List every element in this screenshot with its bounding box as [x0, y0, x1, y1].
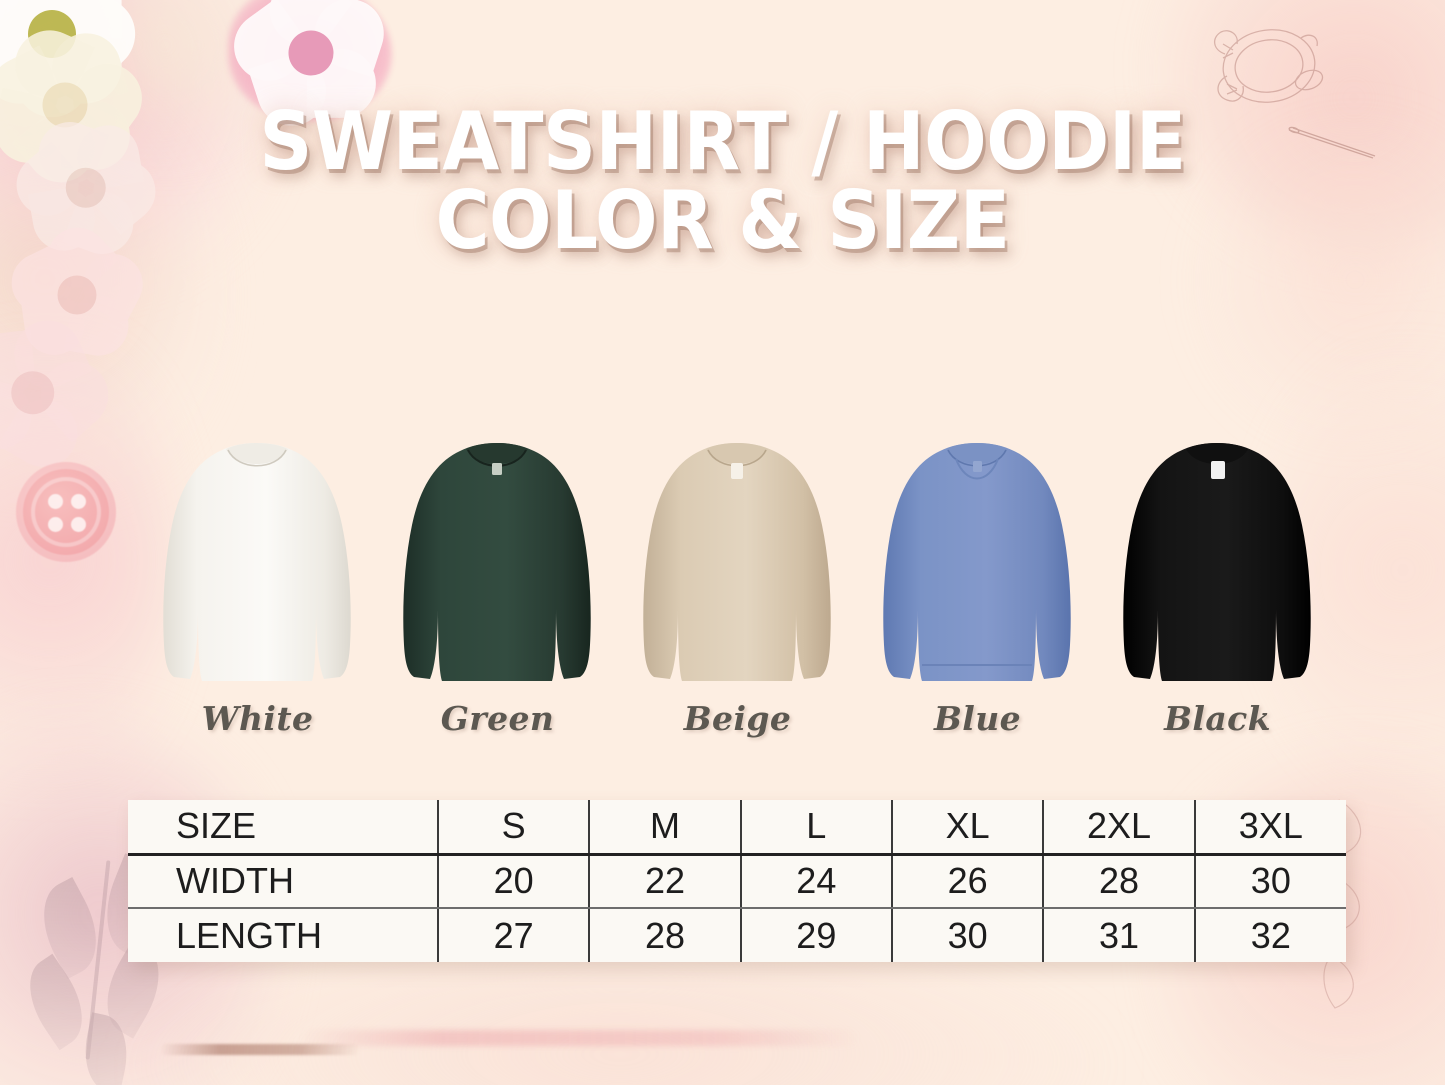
color-label-blue: Blue — [933, 699, 1022, 738]
watercolor-wash-bottom — [120, 950, 1120, 1085]
table-row-header: SIZE S M L XL 2XL 3XL — [128, 800, 1346, 856]
brush-stroke-brown — [160, 1044, 360, 1055]
sweatshirt-icon — [883, 443, 1071, 681]
row-label-length: LENGTH — [128, 908, 438, 962]
sweatshirt-icon — [163, 443, 351, 681]
row-label-width: WIDTH — [128, 854, 438, 909]
color-label-white: White — [201, 699, 314, 738]
color-label-beige: Beige — [683, 699, 792, 738]
size-chart-table: SIZE S M L XL 2XL 3XL WIDTH 20 22 24 26 … — [128, 800, 1346, 962]
button-hole — [48, 494, 63, 509]
width-s: 20 — [436, 854, 590, 909]
sweatshirt-image-beige — [630, 429, 845, 691]
product-option-black[interactable]: Black — [1110, 429, 1325, 738]
sweatshirt-icon — [1123, 443, 1311, 681]
width-3xl: 30 — [1193, 854, 1346, 909]
length-3xl: 32 — [1193, 908, 1346, 962]
poster-title: SWEATSHIRT / HOODIE COLOR & SIZE — [0, 95, 1445, 268]
width-l: 24 — [739, 854, 892, 909]
length-xl: 30 — [890, 908, 1044, 962]
brush-stroke-pink — [300, 1030, 860, 1046]
length-s: 27 — [436, 908, 590, 962]
button-hole — [71, 517, 86, 532]
sweatshirt-image-green — [390, 429, 605, 691]
product-option-blue[interactable]: Blue — [870, 429, 1085, 738]
white-daisy-flower-icon — [0, 0, 150, 132]
table-row-length: LENGTH 27 28 29 30 31 32 — [128, 908, 1346, 962]
header-cell-3xl: 3XL — [1193, 800, 1346, 856]
watercolor-wash-left-edge — [0, 300, 170, 820]
header-cell-s: S — [436, 800, 590, 856]
neck-tag-icon — [731, 463, 743, 479]
sweatshirt-image-black — [1110, 429, 1325, 691]
product-option-white[interactable]: White — [150, 429, 365, 738]
header-cell-l: L — [739, 800, 892, 856]
sweatshirt-icon — [643, 443, 831, 681]
blush-flower-icon-b — [0, 309, 122, 479]
width-2xl: 28 — [1042, 854, 1195, 909]
product-option-green[interactable]: Green — [390, 429, 605, 738]
header-cell-size: SIZE — [128, 800, 438, 856]
product-option-beige[interactable]: Beige — [630, 429, 845, 738]
sweatshirt-icon — [403, 443, 591, 681]
color-label-green: Green — [440, 699, 555, 738]
sweatshirt-image-blue — [870, 429, 1085, 691]
width-m: 22 — [588, 854, 741, 909]
sewing-button-icon — [16, 462, 116, 562]
header-cell-m: M — [588, 800, 741, 856]
sweatshirt-image-white — [150, 429, 365, 691]
title-line-secondary: COLOR & SIZE — [435, 174, 1010, 268]
length-2xl: 31 — [1042, 908, 1195, 962]
header-cell-xl: XL — [890, 800, 1044, 856]
title-line-primary: SWEATSHIRT / HOODIE — [259, 95, 1186, 188]
neck-tag-icon — [973, 461, 982, 472]
neck-tag-icon — [492, 463, 502, 475]
color-label-black: Black — [1164, 699, 1271, 738]
header-cell-2xl: 2XL — [1042, 800, 1195, 856]
button-hole — [48, 517, 63, 532]
width-xl: 26 — [890, 854, 1044, 909]
neck-tag-icon — [1211, 461, 1225, 479]
length-m: 28 — [588, 908, 741, 962]
color-options-row: White — [150, 418, 1325, 738]
length-l: 29 — [739, 908, 892, 962]
button-hole — [71, 494, 86, 509]
table-row-width: WIDTH 20 22 24 26 28 30 — [128, 854, 1346, 909]
